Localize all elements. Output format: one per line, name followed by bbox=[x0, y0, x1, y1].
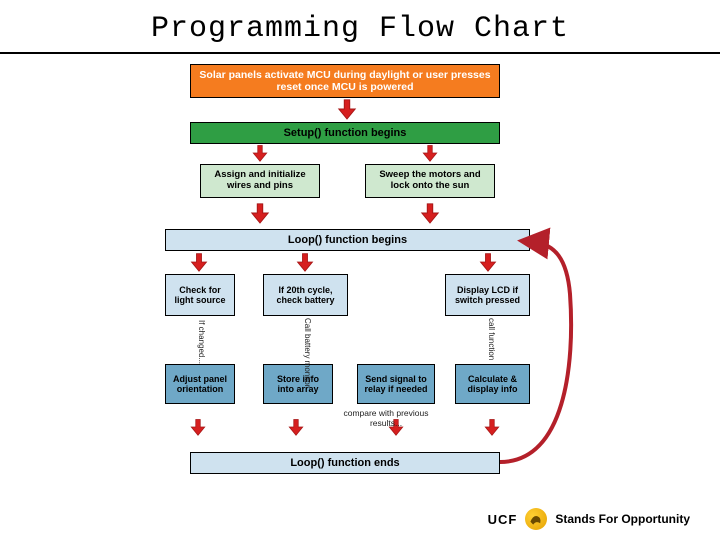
box-if-20th: If 20th cycle, check battery bbox=[263, 274, 348, 316]
box-loop-end: Loop() function ends bbox=[190, 452, 500, 474]
footer-slogan: Stands For Opportunity bbox=[555, 512, 690, 526]
box-adjust: Adjust panel orientation bbox=[165, 364, 235, 404]
arrow-a5 bbox=[419, 200, 441, 226]
ucf-wordmark: UCF bbox=[488, 512, 518, 527]
arrow-a10 bbox=[287, 406, 305, 448]
arrow-a6 bbox=[189, 252, 209, 272]
title-underline bbox=[0, 52, 720, 54]
box-relay-text: Send signal to relay if needed bbox=[362, 374, 430, 395]
box-setup: Setup() function begins bbox=[190, 122, 500, 144]
box-store-text: Store info into array bbox=[268, 374, 328, 395]
box-calc-text: Calculate & display info bbox=[460, 374, 525, 395]
box-start: Solar panels activate MCU during dayligh… bbox=[190, 64, 500, 98]
footer: UCF Stands For Opportunity bbox=[488, 508, 690, 530]
box-sweep: Sweep the motors and lock onto the sun bbox=[365, 164, 495, 198]
box-loop-begin: Loop() function begins bbox=[165, 229, 530, 251]
box-check-light: Check for light source bbox=[165, 274, 235, 316]
box-start-text: Solar panels activate MCU during dayligh… bbox=[195, 69, 495, 93]
ucf-pegasus-icon bbox=[525, 508, 547, 530]
vlabel-call-function: call function bbox=[487, 318, 496, 360]
box-relay: Send signal to relay if needed bbox=[357, 364, 435, 404]
arrow-a3 bbox=[419, 144, 441, 162]
arrow-a4 bbox=[249, 200, 271, 226]
box-assign-text: Assign and initialize wires and pins bbox=[205, 170, 315, 192]
caption-compare: compare with previous results... bbox=[331, 408, 441, 428]
box-calc: Calculate & display info bbox=[455, 364, 530, 404]
box-check-light-text: Check for light source bbox=[170, 285, 230, 306]
box-if-20th-text: If 20th cycle, check battery bbox=[268, 285, 343, 306]
vlabel-if-changed: If changed... bbox=[197, 320, 206, 364]
box-setup-text: Setup() function begins bbox=[284, 127, 407, 140]
arrow-a12 bbox=[483, 406, 501, 448]
title-area: Programming Flow Chart bbox=[0, 0, 720, 50]
box-sweep-text: Sweep the motors and lock onto the sun bbox=[370, 170, 490, 192]
flowchart-canvas: Solar panels activate MCU during dayligh… bbox=[135, 64, 585, 484]
box-adjust-text: Adjust panel orientation bbox=[170, 374, 230, 395]
page-title: Programming Flow Chart bbox=[0, 12, 720, 46]
box-display-lcd-text: Display LCD if switch pressed bbox=[450, 285, 525, 306]
box-loop-end-text: Loop() function ends bbox=[290, 457, 399, 470]
arrow-a7 bbox=[295, 252, 315, 272]
box-loop-begin-text: Loop() function begins bbox=[288, 234, 407, 247]
box-store: Store info into array bbox=[263, 364, 333, 404]
arrow-a9 bbox=[189, 406, 207, 448]
arrow-a1 bbox=[335, 98, 359, 120]
vlabel-call-battery: Call battery monitor bbox=[303, 318, 312, 387]
arrow-a2 bbox=[249, 144, 271, 162]
box-assign: Assign and initialize wires and pins bbox=[200, 164, 320, 198]
box-display-lcd: Display LCD if switch pressed bbox=[445, 274, 530, 316]
arrow-a8 bbox=[478, 252, 498, 272]
